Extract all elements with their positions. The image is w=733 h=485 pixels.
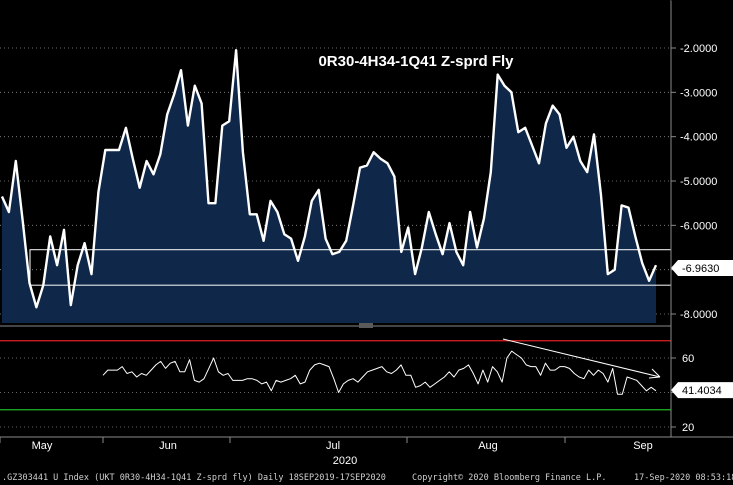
- trend-arrow-line: [502, 338, 661, 378]
- top-ytick-label: -5.0000: [680, 176, 717, 188]
- footer: .GZ303441 U Index (UKT 0R30-4H34-1Q41 Z-…: [0, 470, 733, 485]
- footer-copyright: Copyright© 2020 Bloomberg Finance L.P.: [412, 473, 607, 483]
- x-month-label: Jul: [326, 440, 340, 452]
- footer-timestamp: 17-Sep-2020 08:53:18: [634, 473, 733, 483]
- top-ytick-label: -2.0000: [680, 43, 717, 55]
- z-spread-line: [0, 49, 658, 309]
- top-ytick-label: -6.0000: [680, 220, 717, 232]
- x-year-label: 2020: [333, 455, 357, 467]
- top-ytick-label: -3.0000: [680, 87, 717, 99]
- panel-resize-handle: [359, 323, 373, 328]
- top-panel: -8.0000-7.0000-6.0000-5.0000-4.0000-3.00…: [0, 43, 733, 323]
- bottom-ytick-label: 20: [682, 422, 694, 434]
- bottom-last-value-label: 41.4034: [682, 385, 722, 397]
- bottom-last-value-badge: [671, 382, 733, 399]
- x-month-label: May: [32, 440, 53, 452]
- footer-source: .GZ303441 U Index (UKT 0R30-4H34-1Q41 Z-…: [2, 473, 386, 483]
- x-month-label: Sep: [633, 440, 653, 452]
- top-ytick-label: -8.0000: [680, 309, 717, 321]
- bottom-panel: 20406041.4034: [0, 338, 733, 434]
- chart-title: 0R30-4H34-1Q41 Z-sprd Fly: [318, 53, 514, 70]
- x-month-label: Aug: [478, 440, 498, 452]
- top-ytick-label: -4.0000: [680, 132, 717, 144]
- last-value-badge: [671, 260, 733, 277]
- area-fill: [2, 50, 656, 323]
- trend-arrow-head: [648, 368, 661, 379]
- bottom-ytick-label: 60: [682, 353, 694, 365]
- x-month-label: Jun: [159, 440, 177, 452]
- last-value-label: -6.9630: [682, 263, 719, 275]
- rsi-line: [102, 350, 657, 395]
- x-axis: May Jun Jul Aug Sep 2020: [0, 437, 653, 467]
